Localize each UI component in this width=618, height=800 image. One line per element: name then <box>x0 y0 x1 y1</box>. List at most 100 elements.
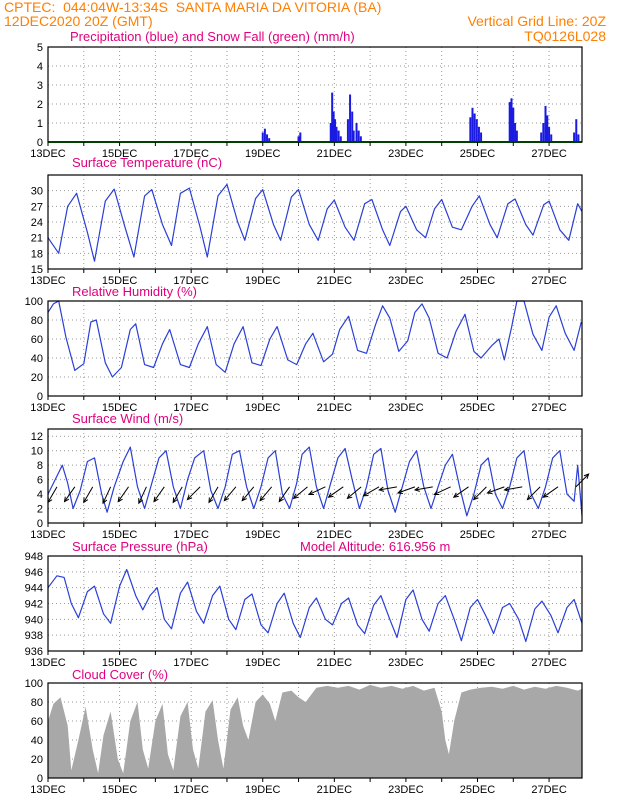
header-model-code: TQ0126L028 <box>524 28 606 44</box>
temp-xtick-label: 25DEC <box>460 275 496 287</box>
wind-arrow <box>473 486 487 500</box>
cloud-ytick-label: 100 <box>25 678 43 690</box>
precip-ytick-label: 1 <box>37 118 43 130</box>
rh-ytick-label: 0 <box>37 391 43 403</box>
wind-arrow-head <box>362 491 369 497</box>
cloud-frame <box>47 682 583 779</box>
precip-bar <box>477 126 480 142</box>
precip-bar <box>546 115 549 142</box>
cloud-xtick-label: 25DEC <box>460 784 496 796</box>
header-grid-line: Vertical Grid Line: 20Z <box>467 13 606 29</box>
wind-arrow-head <box>292 493 299 500</box>
wind-arrow <box>434 486 451 495</box>
pres-frame <box>47 555 583 652</box>
cloud-ytick-label: 60 <box>31 716 43 728</box>
wind-ytick-label: 4 <box>37 489 43 501</box>
wind-arrow <box>187 486 201 500</box>
precip-bar <box>351 111 354 142</box>
wind-arrow <box>293 486 308 499</box>
precip-bar <box>575 119 578 142</box>
precip-bar <box>508 102 511 142</box>
wind-arrow-head <box>378 486 385 492</box>
pres-xtick-label: 23DEC <box>388 657 424 669</box>
precip-bar <box>331 92 334 142</box>
wind-arrow <box>453 486 469 498</box>
precip-bar <box>514 123 517 142</box>
rh-ytick-label: 80 <box>31 315 43 327</box>
precip-bar <box>515 130 518 142</box>
cloud-ytick-label: 80 <box>31 697 43 709</box>
temp-ytick-label: 30 <box>31 186 43 198</box>
wind-arrow <box>223 486 237 501</box>
precip-bar <box>337 130 340 142</box>
precip-bar <box>357 130 360 142</box>
wind-arrow-head <box>396 489 403 495</box>
wind-arrow <box>64 486 76 502</box>
rh-xtick-label: 23DEC <box>388 402 424 414</box>
wind-ytick-label: 10 <box>31 446 43 458</box>
header-location: CPTEC: 044:04W-13:34S SANTA MARIA DA VIT… <box>4 0 382 15</box>
precip-bar <box>359 136 362 142</box>
pres-xtick-label: 27DEC <box>531 657 567 669</box>
pres-ytick-label: 942 <box>25 599 43 611</box>
precip-bar <box>573 132 576 142</box>
precip-bar <box>471 107 474 142</box>
wind-arrow <box>308 486 326 495</box>
precip-bar <box>548 126 551 142</box>
temp-ytick-label: 24 <box>31 217 43 229</box>
wind-arrow-head <box>102 498 108 505</box>
pres-xtick-label: 15DEC <box>102 657 138 669</box>
rh-xtick-label: 27DEC <box>531 402 567 414</box>
cloud-ytick-label: 40 <box>31 735 43 747</box>
cloud-ytick-label: 20 <box>31 754 43 766</box>
precip-frame <box>47 46 583 143</box>
rh-xtick-label: 25DEC <box>460 402 496 414</box>
wind-arrow <box>117 486 129 502</box>
wind-ytick-label: 6 <box>37 475 43 487</box>
cloud-xtick-label: 21DEC <box>317 784 353 796</box>
wind-arrow <box>328 486 344 498</box>
precip-bar <box>268 138 271 142</box>
temp-xtick-label: 17DEC <box>173 275 209 287</box>
precip-bar <box>475 119 478 142</box>
wind-frame <box>47 428 583 524</box>
rh-ytick-label: 20 <box>31 372 43 384</box>
precip-bar <box>473 113 476 142</box>
precip-bar <box>335 126 338 142</box>
cloud-title: Cloud Cover (%) <box>72 667 168 682</box>
precip-bar <box>266 134 269 142</box>
cloud-xtick-label: 13DEC <box>30 784 66 796</box>
rh-xtick-label: 21DEC <box>317 402 353 414</box>
pres-xtick-label: 19DEC <box>245 657 281 669</box>
precip-xtick-label: 19DEC <box>245 148 281 160</box>
wind-arrow <box>153 486 165 502</box>
temp-xtick-label: 27DEC <box>531 275 567 287</box>
wind-xtick-label: 25DEC <box>460 529 496 541</box>
wind-xtick-label: 13DEC <box>30 529 66 541</box>
wind-arrow-head <box>83 497 89 504</box>
precip-bar <box>263 128 266 142</box>
pres-xtick-label: 21DEC <box>317 657 353 669</box>
precip-ytick-label: 0 <box>37 137 43 149</box>
wind-arrow <box>363 486 380 497</box>
rh-ytick-label: 100 <box>25 296 43 308</box>
precip-xtick-label: 13DEC <box>30 148 66 160</box>
wind-arrow-head <box>117 496 123 503</box>
wind-arrow <box>414 486 433 491</box>
pres-line <box>47 568 583 643</box>
temp-frame <box>47 174 583 270</box>
wind-arrow-head <box>542 492 549 498</box>
cloud-xtick-label: 27DEC <box>531 784 567 796</box>
wind-arrow <box>487 486 505 494</box>
cloud-xtick-label: 19DEC <box>245 784 281 796</box>
precip-bar <box>352 130 355 142</box>
wind-arrow-head <box>186 494 193 501</box>
wind-xtick-label: 21DEC <box>317 529 353 541</box>
precip-ytick-label: 5 <box>37 42 43 54</box>
temp-xtick-label: 13DEC <box>30 275 66 287</box>
wind-arrow-head <box>278 496 284 503</box>
wind-arrow-head <box>413 486 420 492</box>
wind-arrow <box>542 486 559 498</box>
wind-arrow-head <box>346 493 353 500</box>
